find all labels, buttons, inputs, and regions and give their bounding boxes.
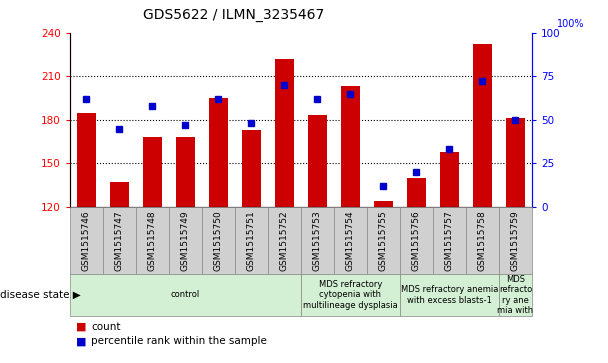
Bar xyxy=(109,182,130,207)
Bar xyxy=(268,207,301,274)
Bar xyxy=(142,137,162,207)
Bar xyxy=(176,137,195,207)
Bar xyxy=(301,207,334,274)
Text: GSM1515757: GSM1515757 xyxy=(445,210,454,271)
Text: GSM1515751: GSM1515751 xyxy=(247,210,256,271)
Bar xyxy=(506,118,525,207)
Text: GSM1515755: GSM1515755 xyxy=(379,210,388,271)
Text: GSM1515747: GSM1515747 xyxy=(115,210,124,271)
Bar xyxy=(466,207,499,274)
Bar xyxy=(400,207,433,274)
Text: GSM1515759: GSM1515759 xyxy=(511,210,520,271)
Bar xyxy=(340,86,361,207)
Bar xyxy=(136,207,169,274)
Text: count: count xyxy=(91,322,121,332)
Text: control: control xyxy=(171,290,200,299)
Bar xyxy=(77,113,96,207)
Text: GSM1515753: GSM1515753 xyxy=(313,210,322,271)
Bar xyxy=(499,274,532,316)
Text: GSM1515752: GSM1515752 xyxy=(280,210,289,271)
Bar xyxy=(169,207,202,274)
Text: GDS5622 / ILMN_3235467: GDS5622 / ILMN_3235467 xyxy=(143,8,324,22)
Bar xyxy=(308,115,327,207)
Bar xyxy=(373,201,393,207)
Text: MDS
refracto
ry ane
mia with: MDS refracto ry ane mia with xyxy=(497,275,534,315)
Bar xyxy=(472,44,492,207)
Text: ■: ■ xyxy=(76,336,86,346)
Text: GSM1515746: GSM1515746 xyxy=(82,210,91,271)
Bar xyxy=(499,207,532,274)
Text: disease state ▶: disease state ▶ xyxy=(0,290,81,300)
Bar xyxy=(70,274,301,316)
Text: GSM1515749: GSM1515749 xyxy=(181,210,190,271)
Text: GSM1515748: GSM1515748 xyxy=(148,210,157,271)
Bar xyxy=(202,207,235,274)
Bar xyxy=(209,98,229,207)
Bar xyxy=(367,207,400,274)
Bar xyxy=(275,59,294,207)
Text: percentile rank within the sample: percentile rank within the sample xyxy=(91,336,267,346)
Text: ■: ■ xyxy=(76,322,86,332)
Bar xyxy=(241,130,261,207)
Bar xyxy=(103,207,136,274)
Text: 100%: 100% xyxy=(558,19,585,29)
Bar xyxy=(301,274,400,316)
Bar xyxy=(433,207,466,274)
Bar xyxy=(70,207,103,274)
Text: GSM1515754: GSM1515754 xyxy=(346,210,355,271)
Bar xyxy=(407,178,426,207)
Bar xyxy=(235,207,268,274)
Bar xyxy=(440,152,460,207)
Text: GSM1515750: GSM1515750 xyxy=(214,210,223,271)
Text: MDS refractory
cytopenia with
multilineage dysplasia: MDS refractory cytopenia with multilinea… xyxy=(303,280,398,310)
Bar xyxy=(400,274,499,316)
Text: GSM1515756: GSM1515756 xyxy=(412,210,421,271)
Text: GSM1515758: GSM1515758 xyxy=(478,210,487,271)
Bar xyxy=(334,207,367,274)
Text: MDS refractory anemia
with excess blasts-1: MDS refractory anemia with excess blasts… xyxy=(401,285,498,305)
